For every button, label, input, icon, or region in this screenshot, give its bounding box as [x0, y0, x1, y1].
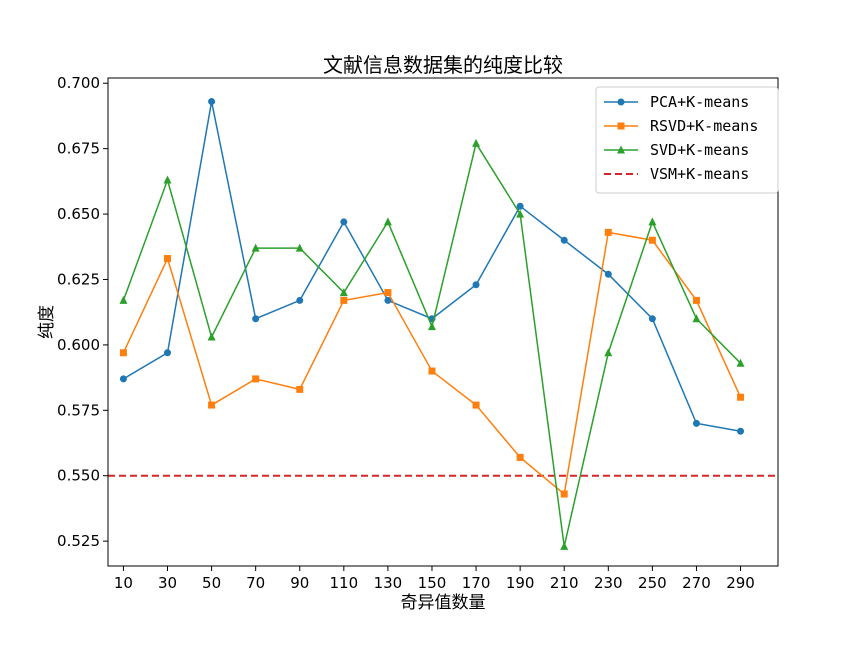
legend: PCA+K-means RSVD+K-means SVD+K-means VSM+K-…	[595, 86, 779, 194]
data-point	[208, 401, 216, 409]
x-tick-label: 190	[506, 574, 535, 592]
data-point	[384, 296, 392, 304]
legend-label: VSM+K-means	[650, 165, 749, 183]
legend-swatch-marker	[617, 145, 625, 154]
legend-label: PCA+K-means	[650, 93, 749, 111]
legend-item: VSM+K-means	[604, 165, 749, 183]
x-tick-label: 50	[202, 574, 221, 592]
plot-frame	[107, 77, 779, 567]
x-tick-label: 90	[290, 574, 309, 592]
legend-swatch-marker	[617, 98, 625, 106]
data-point	[604, 228, 612, 236]
data-point	[252, 315, 260, 323]
data-point	[648, 315, 656, 323]
data-point	[604, 270, 612, 278]
legend-item: PCA+K-means	[604, 93, 749, 111]
data-point	[340, 218, 348, 226]
data-point	[207, 332, 216, 341]
data-point	[119, 375, 127, 383]
data-point	[163, 175, 172, 184]
data-point	[251, 243, 260, 252]
x-tick-label: 130	[374, 574, 403, 592]
y-tick-label: 0.700	[57, 74, 100, 92]
y-axis-label: 纯度	[37, 305, 57, 339]
axis-ticks: 10 30 50 70 90 110 130 150 170 190 210 230 250 270 290…	[57, 74, 755, 592]
data-point	[560, 541, 569, 550]
legend-item: SVD+K-means	[604, 141, 749, 159]
x-tick-label: 110	[330, 574, 359, 592]
legend-label: SVD+K-means	[650, 141, 749, 159]
data-point	[384, 289, 392, 297]
data-point	[472, 281, 480, 289]
data-point	[737, 393, 745, 401]
x-tick-label: 10	[114, 574, 133, 592]
data-point	[119, 295, 128, 304]
data-point	[296, 296, 304, 304]
data-point	[119, 349, 127, 357]
x-tick-label: 290	[726, 574, 755, 592]
series-lines	[119, 98, 745, 550]
data-point	[692, 419, 700, 427]
data-point	[164, 349, 172, 357]
x-tick-label: 230	[594, 574, 623, 592]
data-point	[472, 138, 481, 147]
legend-label: RSVD+K-means	[650, 117, 758, 135]
data-point	[648, 236, 656, 244]
x-tick-label: 170	[462, 574, 491, 592]
data-point	[692, 296, 700, 304]
data-point	[472, 401, 480, 409]
data-point	[648, 217, 657, 226]
x-tick-label: 250	[638, 574, 667, 592]
x-tick-label: 210	[550, 574, 579, 592]
y-tick-label: 0.625	[57, 270, 100, 288]
x-tick-label: 270	[682, 574, 711, 592]
data-point	[427, 322, 436, 331]
y-tick-label: 0.575	[57, 401, 100, 419]
x-tick-label: 70	[246, 574, 265, 592]
chart-title: 文献信息数据集的纯度比较	[323, 53, 563, 77]
data-point	[295, 243, 304, 252]
series-0	[119, 98, 745, 435]
legend-swatch-marker	[617, 122, 625, 130]
legend-item: RSVD+K-means	[604, 117, 758, 135]
data-point	[296, 385, 304, 393]
y-tick-label: 0.550	[57, 467, 100, 485]
data-point	[516, 209, 525, 218]
data-point	[737, 427, 745, 435]
data-point	[383, 217, 392, 226]
data-point	[164, 255, 172, 263]
series-2	[119, 138, 745, 550]
x-axis-label: 奇异值数量	[401, 593, 486, 613]
data-point	[604, 348, 613, 357]
data-point	[560, 236, 568, 244]
y-tick-label: 0.650	[57, 205, 100, 223]
series-1	[119, 228, 745, 498]
data-point	[428, 367, 436, 375]
y-tick-label: 0.600	[57, 336, 100, 354]
x-tick-label: 150	[418, 574, 447, 592]
data-point	[252, 375, 260, 383]
data-point	[340, 296, 348, 304]
data-point	[339, 288, 348, 297]
data-point	[736, 358, 745, 367]
data-point	[692, 314, 701, 323]
data-point	[208, 98, 216, 106]
data-point	[560, 490, 568, 498]
legend-box	[595, 86, 779, 194]
data-point	[516, 202, 524, 210]
y-tick-label: 0.675	[57, 140, 100, 158]
y-tick-label: 0.525	[57, 532, 100, 550]
x-tick-label: 30	[158, 574, 177, 592]
data-point	[516, 453, 524, 461]
